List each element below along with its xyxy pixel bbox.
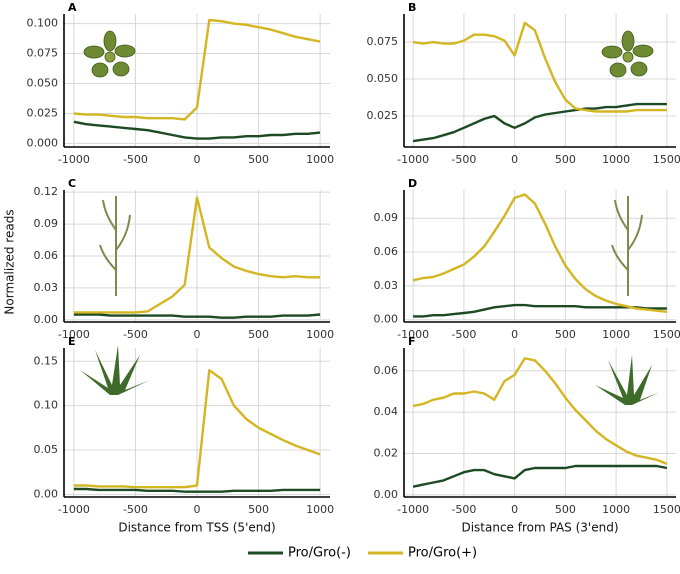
y-tick-label: 0.06: [374, 245, 399, 258]
x-tick-label: 0: [194, 503, 201, 516]
plant-icons: [80, 30, 660, 405]
x-tick-label: 500: [248, 328, 269, 341]
legend-label: Pro/Gro(+): [408, 546, 477, 561]
series-line: [73, 487, 321, 493]
y-tick-label: 0.03: [374, 279, 399, 292]
x-tick-label: 1500: [653, 153, 680, 166]
y-tick-label: 0.100: [27, 17, 59, 30]
x-tick-label: 1000: [602, 503, 630, 516]
x-axis-label: Distance from TSS (5'end): [118, 521, 275, 535]
panel-label: F: [408, 335, 416, 348]
y-tick-label: 0.075: [27, 47, 59, 60]
x-tick-label: -1000: [58, 503, 90, 516]
series-line: [73, 18, 321, 121]
y-tick-label: 0.00: [34, 487, 59, 500]
x-tick-label: -1000: [397, 503, 429, 516]
x-tick-label: -1000: [397, 153, 429, 166]
x-tick-label: 0: [194, 328, 201, 341]
legend-label: Pro/Gro(-): [288, 546, 351, 561]
x-tick-label: -500: [451, 153, 476, 166]
x-tick-label: -500: [123, 153, 148, 166]
x-tick-label: 500: [248, 503, 269, 516]
x-tick-label: -1000: [58, 153, 90, 166]
y-tick-label: 0.09: [374, 211, 399, 224]
series-line: [412, 102, 667, 143]
x-axis-label: Distance from PAS (3'end): [461, 521, 618, 535]
x-tick-label: 1000: [306, 328, 334, 341]
y-tick-label: 0.00: [374, 488, 399, 501]
y-tick-label: 0.10: [34, 399, 59, 412]
x-tick-label: 500: [555, 328, 576, 341]
series-line: [73, 369, 321, 489]
series-line: [73, 120, 321, 140]
x-tick-label: -500: [123, 328, 148, 341]
x-tick-label: 500: [555, 503, 576, 516]
y-tick-label: 0.03: [34, 281, 59, 294]
x-tick-label: 500: [248, 153, 269, 166]
x-tick-label: -500: [451, 503, 476, 516]
panel-label: E: [68, 335, 76, 348]
y-tick-label: 0.04: [374, 405, 399, 418]
y-tick-label: 0.050: [367, 72, 399, 85]
y-tick-label: 0.12: [34, 185, 59, 198]
x-tick-label: 0: [511, 503, 518, 516]
y-axis-label: Normalized reads: [3, 209, 17, 314]
y-tick-label: 0.06: [34, 249, 59, 262]
y-tick-label: 0.025: [367, 109, 399, 122]
y-tick-label: 0.09: [34, 217, 59, 230]
series-line: [412, 193, 668, 313]
panel-label: A: [68, 1, 77, 14]
series-line: [73, 196, 321, 314]
x-tick-label: 1000: [306, 153, 334, 166]
x-tick-label: 1500: [653, 328, 680, 341]
x-tick-label: -500: [123, 503, 148, 516]
x-tick-label: -1000: [397, 328, 429, 341]
y-tick-label: 0.075: [367, 35, 399, 48]
series-line: [412, 357, 668, 466]
series-line: [73, 313, 321, 319]
x-tick-label: 0: [511, 153, 518, 166]
y-tick-label: 0.02: [374, 447, 399, 460]
panel-label: D: [408, 177, 417, 190]
y-tick-label: 0.000: [27, 136, 59, 149]
series-line: [412, 464, 668, 488]
y-tick-label: 0.06: [374, 364, 399, 377]
x-tick-label: 1000: [602, 328, 630, 341]
series-line: [413, 303, 667, 318]
x-tick-label: 0: [194, 153, 201, 166]
x-tick-label: -1000: [58, 328, 90, 341]
series-line: [412, 21, 667, 113]
y-tick-label: 0.025: [27, 106, 59, 119]
y-tick-label: 0.00: [34, 313, 59, 326]
x-tick-label: -500: [451, 328, 476, 341]
y-tick-label: 0.00: [374, 313, 399, 326]
panel-label: C: [68, 177, 76, 190]
x-tick-label: 500: [555, 153, 576, 166]
panel-label: B: [408, 1, 416, 14]
x-tick-label: 1000: [602, 153, 630, 166]
y-tick-label: 0.050: [27, 76, 59, 89]
y-tick-label: 0.05: [34, 443, 59, 456]
x-tick-label: 1500: [653, 503, 680, 516]
y-tick-label: 0.15: [34, 354, 59, 367]
x-tick-label: 1000: [306, 503, 334, 516]
x-tick-label: 0: [511, 328, 518, 341]
